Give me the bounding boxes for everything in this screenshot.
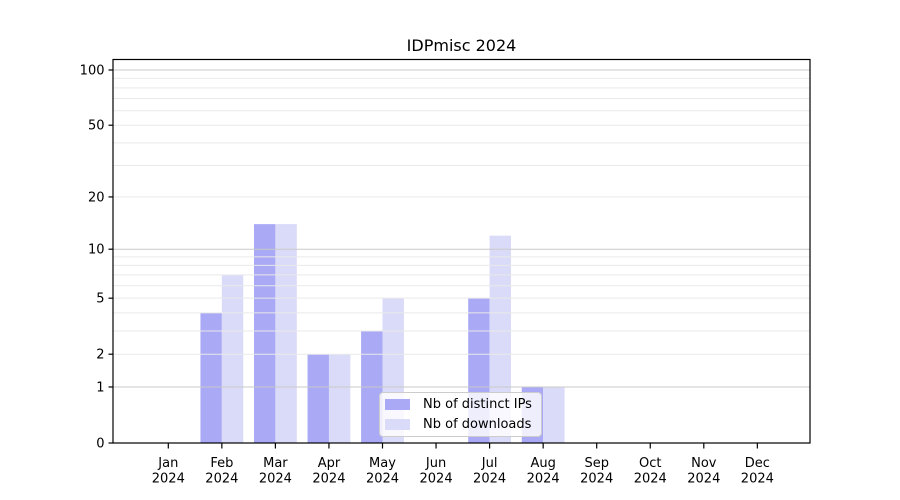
bar-downloads-mar	[275, 224, 297, 443]
bar-distinct-ips-feb	[200, 312, 222, 443]
plot-border	[112, 58, 811, 444]
legend-swatch-downloads	[385, 419, 410, 431]
x-tick-label-mar: Mar 2024	[259, 456, 292, 487]
legend-item-downloads: Nb of downloads	[385, 415, 535, 435]
x-tick-label-may: May 2024	[366, 456, 399, 487]
legend-swatch-distinct-ips	[385, 398, 410, 410]
bar-downloads-feb	[221, 274, 244, 443]
x-tick-label-jan: Jan 2024	[152, 456, 185, 487]
x-tick-label-apr: Apr 2024	[312, 456, 345, 487]
bar-downloads-aug	[543, 386, 565, 443]
x-tick-label-sep: Sep 2024	[580, 456, 613, 487]
x-tick-label-oct: Oct 2024	[634, 456, 667, 487]
y-tick-label-1: 1	[96, 380, 104, 395]
bar-downloads-jul	[489, 235, 511, 443]
chart-legend: Nb of distinct IPs Nb of downloads	[379, 392, 542, 437]
y-tick-label-10: 10	[88, 243, 105, 258]
x-tick-label-feb: Feb 2024	[205, 456, 238, 487]
legend-label-distinct-ips: Nb of distinct IPs	[423, 396, 532, 412]
y-tick-label-0: 0	[96, 437, 104, 452]
y-tick-label-2: 2	[96, 348, 104, 363]
legend-item-distinct-ips: Nb of distinct IPs	[385, 394, 535, 414]
x-tick-label-aug: Aug 2024	[527, 456, 560, 487]
y-tick-label-5: 5	[96, 292, 104, 307]
x-tick-label-jul: Jul 2024	[473, 456, 506, 487]
x-tick-label-jun: Jun 2024	[420, 456, 453, 487]
legend-label-downloads: Nb of downloads	[423, 417, 532, 433]
chart-title: IDPmisc 2024	[406, 36, 517, 55]
bar-downloads-apr	[328, 354, 351, 443]
y-tick-label-100: 100	[80, 63, 105, 78]
bar-distinct-ips-apr	[307, 354, 329, 443]
y-tick-label-50: 50	[88, 119, 105, 134]
x-tick-label-nov: Nov 2024	[687, 456, 720, 487]
y-tick-label-20: 20	[88, 190, 105, 205]
bar-distinct-ips-mar	[254, 224, 276, 443]
x-tick-label-dec: Dec 2024	[741, 456, 774, 487]
